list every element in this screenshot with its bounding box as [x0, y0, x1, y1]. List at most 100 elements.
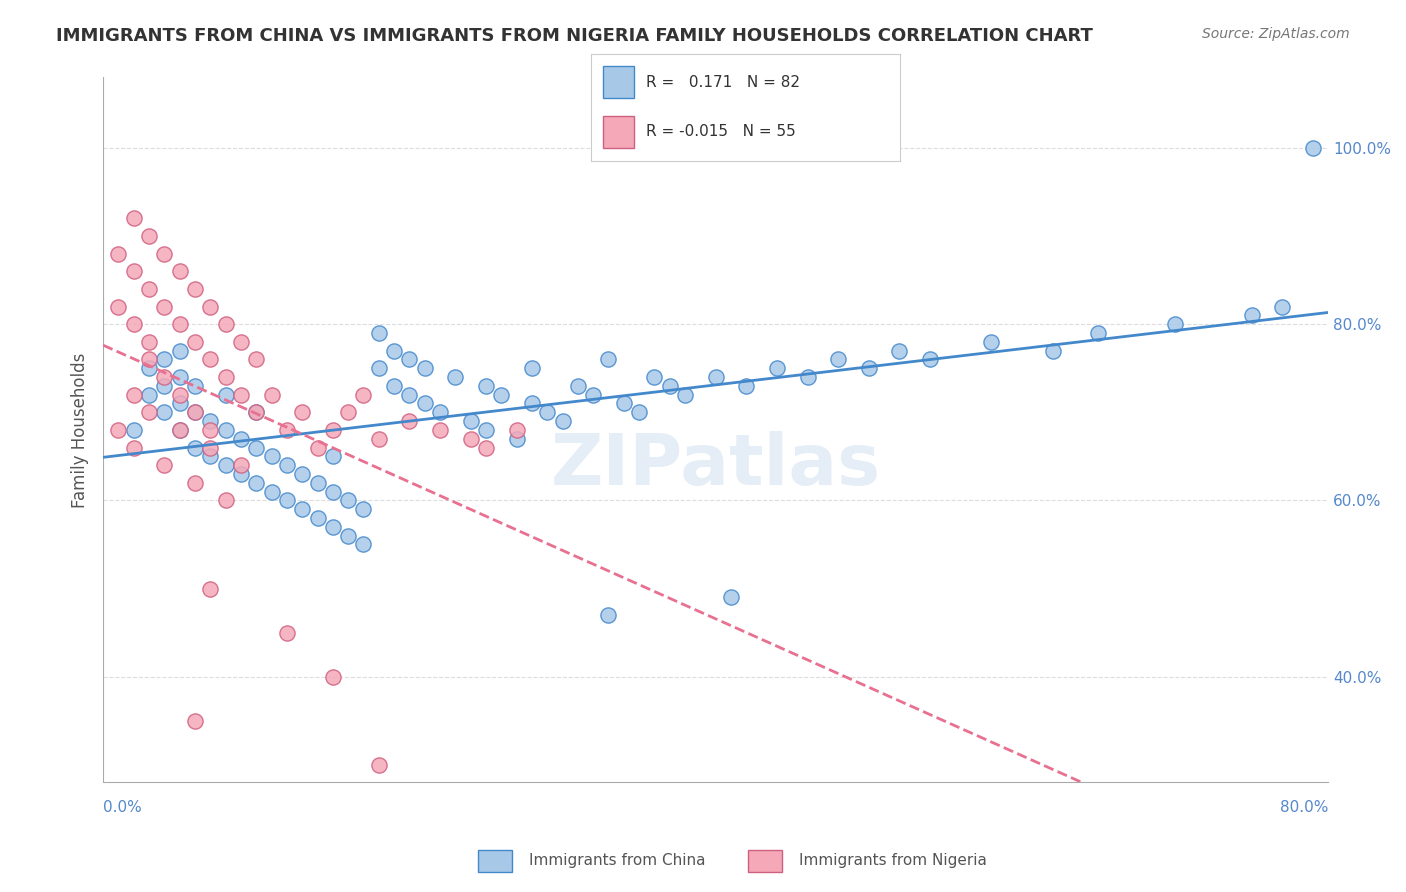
Point	[643, 370, 665, 384]
Point	[122, 211, 145, 226]
Point	[720, 591, 742, 605]
Point	[444, 370, 467, 384]
FancyBboxPatch shape	[478, 849, 512, 872]
Point	[138, 361, 160, 376]
FancyBboxPatch shape	[603, 66, 634, 98]
Point	[598, 607, 620, 622]
Point	[322, 520, 344, 534]
Point	[475, 379, 498, 393]
Text: 0.0%: 0.0%	[103, 800, 142, 815]
Point	[429, 423, 451, 437]
Point	[184, 441, 207, 455]
FancyBboxPatch shape	[748, 849, 782, 872]
Point	[322, 484, 344, 499]
Point	[169, 423, 191, 437]
Point	[200, 414, 222, 428]
Point	[153, 352, 176, 367]
Point	[673, 387, 696, 401]
Point	[367, 326, 389, 340]
Point	[460, 432, 482, 446]
Point	[735, 379, 758, 393]
Point	[337, 493, 360, 508]
Point	[291, 502, 314, 516]
Text: R =   0.171   N = 82: R = 0.171 N = 82	[647, 75, 800, 90]
Point	[169, 343, 191, 358]
Point	[245, 441, 267, 455]
Point	[200, 352, 222, 367]
Point	[505, 423, 527, 437]
Point	[153, 405, 176, 419]
Point	[613, 396, 636, 410]
Point	[169, 396, 191, 410]
Point	[658, 379, 681, 393]
Point	[214, 370, 236, 384]
Point	[858, 361, 880, 376]
Point	[322, 423, 344, 437]
Text: ZIPatlas: ZIPatlas	[551, 431, 880, 500]
Point	[367, 432, 389, 446]
Point	[1087, 326, 1109, 340]
Point	[460, 414, 482, 428]
Point	[260, 387, 283, 401]
Point	[260, 450, 283, 464]
Point	[307, 441, 329, 455]
Point	[582, 387, 605, 401]
Point	[153, 300, 176, 314]
Point	[382, 379, 405, 393]
Point	[352, 502, 374, 516]
Point	[918, 352, 941, 367]
Point	[352, 537, 374, 551]
Point	[107, 246, 129, 260]
Point	[398, 352, 420, 367]
Text: Immigrants from Nigeria: Immigrants from Nigeria	[799, 854, 987, 868]
Text: IMMIGRANTS FROM CHINA VS IMMIGRANTS FROM NIGERIA FAMILY HOUSEHOLDS CORRELATION C: IMMIGRANTS FROM CHINA VS IMMIGRANTS FROM…	[56, 27, 1092, 45]
Point	[153, 379, 176, 393]
Point	[245, 405, 267, 419]
Point	[1042, 343, 1064, 358]
Point	[138, 282, 160, 296]
Point	[229, 387, 252, 401]
Point	[107, 300, 129, 314]
Point	[598, 352, 620, 367]
Text: 80.0%: 80.0%	[1279, 800, 1329, 815]
Y-axis label: Family Households: Family Households	[72, 352, 89, 508]
Point	[260, 484, 283, 499]
Point	[337, 529, 360, 543]
Point	[276, 458, 298, 472]
Point	[1240, 309, 1263, 323]
Point	[214, 387, 236, 401]
Point	[520, 361, 543, 376]
Point	[229, 432, 252, 446]
Point	[307, 475, 329, 490]
Point	[200, 300, 222, 314]
Point	[214, 493, 236, 508]
Point	[704, 370, 727, 384]
Point	[291, 405, 314, 419]
Point	[245, 352, 267, 367]
Point	[827, 352, 849, 367]
Point	[200, 582, 222, 596]
Point	[214, 458, 236, 472]
Point	[796, 370, 818, 384]
Point	[276, 493, 298, 508]
Point	[122, 387, 145, 401]
Point	[184, 475, 207, 490]
Point	[122, 441, 145, 455]
Point	[200, 441, 222, 455]
Point	[1164, 317, 1187, 331]
Point	[322, 450, 344, 464]
Point	[200, 450, 222, 464]
Point	[628, 405, 651, 419]
Point	[322, 670, 344, 684]
Point	[413, 361, 436, 376]
Point	[184, 334, 207, 349]
Text: Source: ZipAtlas.com: Source: ZipAtlas.com	[1202, 27, 1350, 41]
Point	[122, 317, 145, 331]
Point	[229, 467, 252, 481]
Point	[153, 458, 176, 472]
Point	[367, 361, 389, 376]
Point	[169, 264, 191, 278]
Point	[245, 475, 267, 490]
Text: Immigrants from China: Immigrants from China	[529, 854, 706, 868]
Point	[169, 370, 191, 384]
